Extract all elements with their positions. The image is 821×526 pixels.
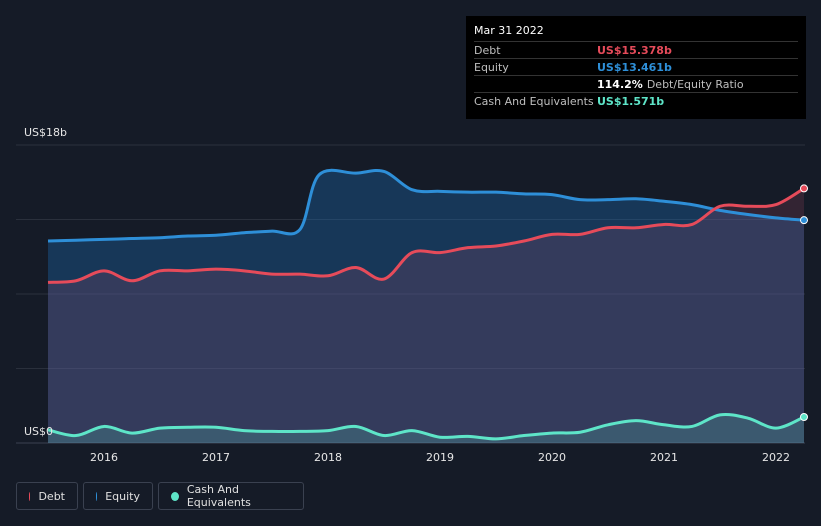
chart-areas [48,170,804,444]
debt-line [47,187,805,284]
tooltip-row-equity: Equity US$13.461b [474,58,798,75]
chart-grid [16,144,805,444]
equity-area [48,170,804,444]
x-tick-label: 2020 [538,451,566,464]
x-tick-label: 2017 [202,451,230,464]
tooltip-value: US$15.378b [597,43,672,57]
equity-dot-icon [96,491,98,501]
tooltip-value: 114.2% [597,77,643,91]
y-axis-top-label: US$18b [24,126,68,139]
tooltip-row-cash: Cash And Equivalents US$1.571b [474,92,798,109]
cash-and-equivalents-endpoint [800,412,808,421]
tooltip: Mar 31 2022 Debt US$15.378b Equity US$13… [466,16,806,119]
cash-and-equivalents-area [48,414,804,443]
x-tick-label: 2021 [650,451,678,464]
cash-and-equivalents-line [47,412,805,441]
debt-area [48,188,804,443]
tooltip-label: Cash And Equivalents [474,94,594,108]
tooltip-date: Mar 31 2022 [474,24,544,37]
x-tick-label: 2019 [426,451,454,464]
tooltip-label: Equity [474,60,509,74]
cash-dot-icon [171,491,179,501]
tooltip-value: US$1.571b [597,94,665,108]
legend-equity[interactable]: Equity [83,482,153,510]
legend-cash[interactable]: Cash And Equivalents [158,482,304,510]
tooltip-row-ratio: 114.2% Debt/Equity Ratio [474,75,798,92]
equity-endpoint [800,216,808,225]
x-axis-ticks: 2016 2017 2018 2019 2020 2021 2022 [90,451,790,464]
x-tick-label: 2018 [314,451,342,464]
legend-debt[interactable]: Debt [16,482,78,510]
tooltip-row-debt: Debt US$15.378b [474,41,798,58]
debt-endpoint [800,184,808,193]
legend-label: Debt [38,489,65,503]
legend-label: Cash And Equivalents [186,483,251,509]
legend-label: Equity [105,489,140,503]
tooltip-label: Debt [474,43,501,57]
equity-line [47,168,805,243]
x-tick-label: 2022 [762,451,790,464]
debt-dot-icon [29,491,31,501]
tooltip-value: US$13.461b [597,60,672,74]
y-axis-bottom-label: US$0 [24,425,54,438]
tooltip-subtext: Debt/Equity Ratio [646,77,744,91]
chart-lines [47,168,808,441]
x-tick-label: 2016 [90,451,118,464]
